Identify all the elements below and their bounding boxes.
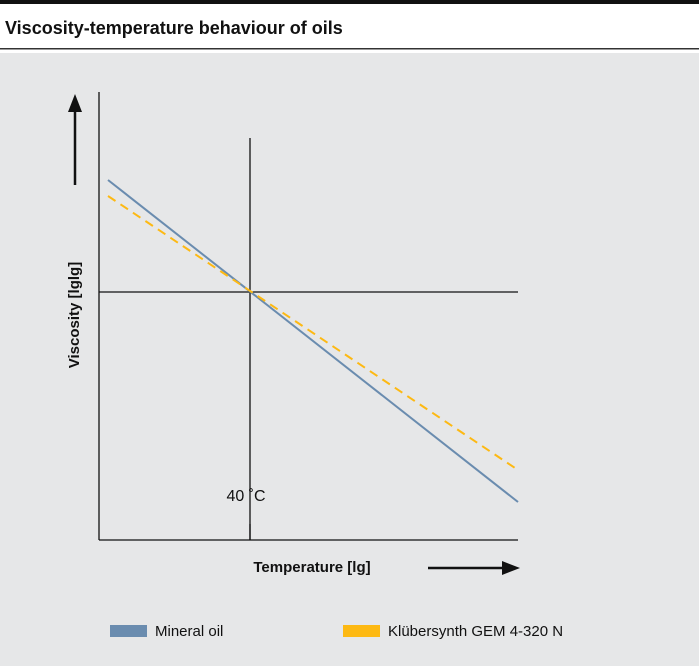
- x-arrow-head: [502, 561, 520, 575]
- title: Viscosity-temperature behaviour of oils: [5, 18, 343, 38]
- title-rule: [0, 48, 699, 50]
- y-axis-label: Viscosity [lglg]: [66, 262, 83, 368]
- legend-swatch: [110, 625, 147, 637]
- y-arrow-head: [68, 94, 82, 112]
- legend-label: Klübersynth GEM 4-320 N: [388, 623, 563, 640]
- panel: [0, 53, 699, 666]
- mineral-oil-line: [107, 179, 519, 503]
- top-bar: [0, 0, 699, 4]
- klubersynth-line: [107, 195, 519, 471]
- x-axis-label: Temperature [lg]: [253, 559, 370, 576]
- annotation: 40 ˚C: [226, 488, 265, 505]
- legend-swatch: [343, 625, 380, 637]
- legend-label: Mineral oil: [155, 623, 223, 640]
